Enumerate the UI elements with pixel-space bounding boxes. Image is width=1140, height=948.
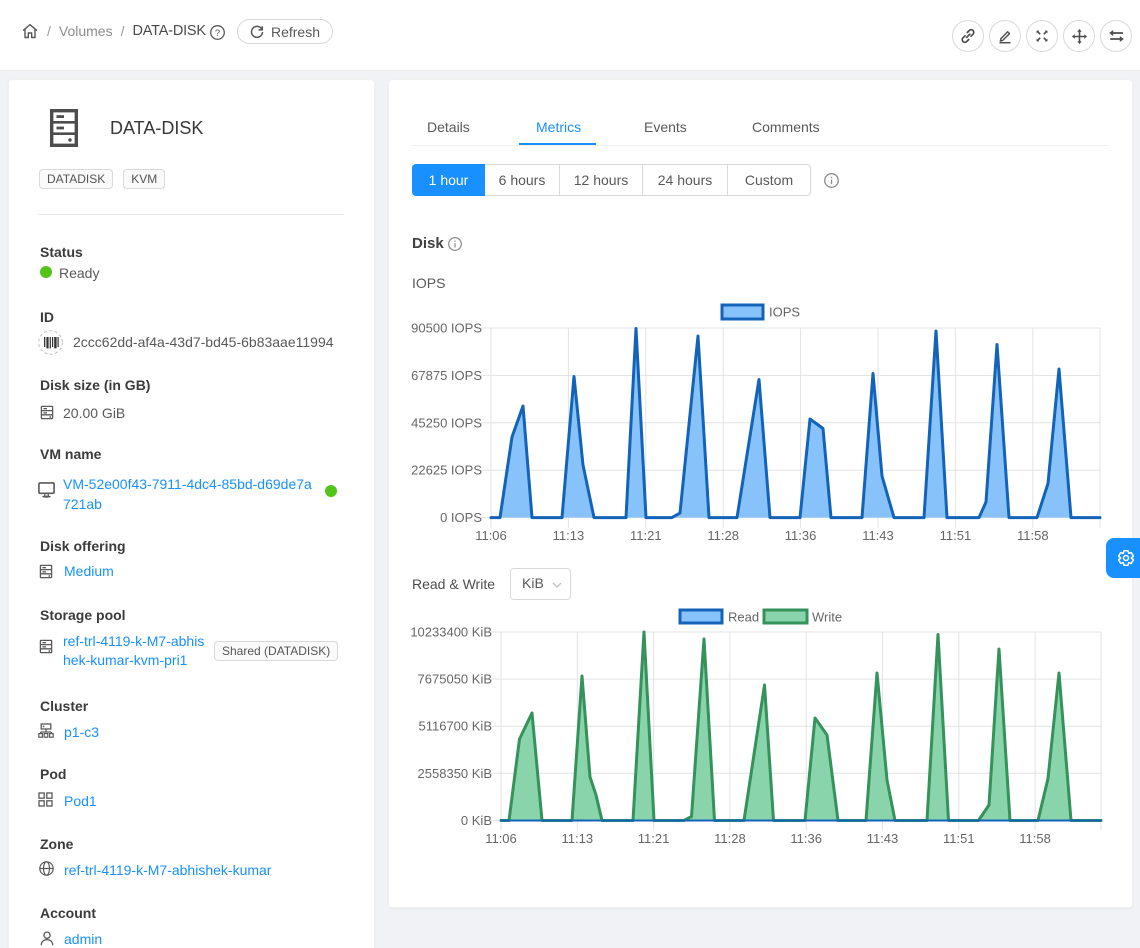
svg-text:2558350 KiB: 2558350 KiB	[418, 766, 492, 781]
svg-text:11:21: 11:21	[630, 528, 662, 543]
svg-text:90500 IOPS: 90500 IOPS	[411, 321, 482, 336]
svg-text:Write: Write	[812, 610, 842, 625]
svg-text:11:51: 11:51	[940, 528, 972, 543]
svg-text:10233400 KiB: 10233400 KiB	[410, 625, 492, 640]
svg-text:11:28: 11:28	[707, 528, 739, 543]
svg-text:0 KiB: 0 KiB	[461, 813, 492, 828]
svg-text:11:06: 11:06	[475, 528, 507, 543]
svg-text:11:21: 11:21	[638, 831, 670, 846]
svg-text:?: ?	[215, 28, 220, 39]
svg-text:11:43: 11:43	[867, 831, 899, 846]
svg-text:11:13: 11:13	[553, 528, 585, 543]
svg-text:11:58: 11:58	[1019, 831, 1051, 846]
svg-text:11:43: 11:43	[862, 528, 894, 543]
svg-text:22625 IOPS: 22625 IOPS	[411, 463, 482, 478]
svg-text:67875 IOPS: 67875 IOPS	[411, 368, 482, 383]
svg-text:11:51: 11:51	[943, 831, 975, 846]
svg-text:7675050 KiB: 7675050 KiB	[418, 672, 492, 687]
svg-text:11:28: 11:28	[714, 831, 746, 846]
svg-text:11:58: 11:58	[1017, 528, 1049, 543]
svg-text:11:36: 11:36	[790, 831, 822, 846]
svg-text:0 IOPS: 0 IOPS	[440, 510, 482, 525]
svg-text:45250 IOPS: 45250 IOPS	[411, 415, 482, 430]
svg-text:11:36: 11:36	[785, 528, 817, 543]
svg-text:Read: Read	[728, 610, 759, 625]
svg-text:11:06: 11:06	[485, 831, 517, 846]
svg-text:IOPS: IOPS	[769, 305, 800, 320]
svg-text:5116700 KiB: 5116700 KiB	[419, 719, 493, 734]
svg-text:11:13: 11:13	[562, 831, 594, 846]
